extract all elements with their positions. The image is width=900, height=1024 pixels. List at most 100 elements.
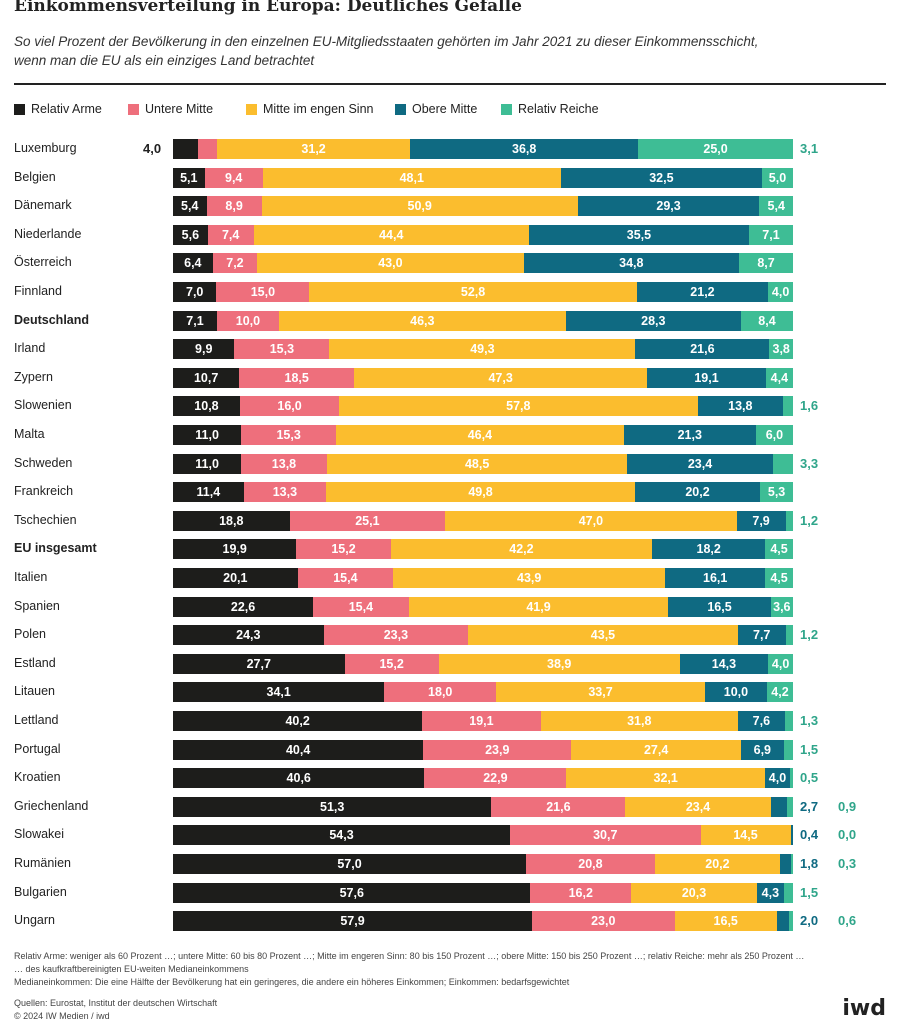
data-label: 10,0: [235, 313, 261, 328]
category-label: Tschechien: [14, 512, 77, 527]
data-label: 32,1: [653, 771, 678, 786]
subtitle-line: wenn man die EU als ein einziges Land be…: [14, 53, 315, 68]
data-label: 4,0: [143, 141, 162, 156]
data-label: 10,7: [193, 370, 219, 385]
legend-label: Relativ Arme: [31, 102, 102, 116]
bar-segment: [772, 453, 793, 474]
bar-segment: [636, 282, 769, 302]
data-label: 50,9: [407, 199, 432, 214]
bar-segment: [239, 396, 340, 417]
data-label: 0,5: [800, 770, 819, 786]
data-label: 13,3: [272, 485, 298, 500]
bar-segment: [393, 568, 666, 588]
data-label: 15,3: [276, 428, 301, 442]
data-label: 3,1: [800, 141, 819, 156]
data-label: 7,7: [752, 628, 771, 643]
data-label: 9,4: [224, 170, 243, 185]
bar-segment: [173, 711, 423, 731]
data-label: 32,5: [649, 170, 674, 185]
data-label: 6,0: [765, 428, 784, 442]
data-label: 0,4: [800, 827, 819, 843]
data-label: 54,3: [329, 828, 354, 843]
data-label: 21,3: [677, 428, 702, 442]
bar-segment: [785, 510, 793, 531]
bar-segment: [197, 139, 217, 159]
data-label: 11,0: [195, 456, 219, 471]
data-label: 10,0: [723, 685, 749, 700]
bar-segment: [765, 768, 790, 789]
data-label: 3,3: [800, 455, 819, 471]
data-label: 19,1: [694, 370, 719, 385]
data-label: 1,8: [800, 856, 819, 871]
bar-segment: [204, 167, 263, 188]
bar-segment: [207, 224, 254, 245]
data-label: 11,4: [196, 485, 221, 500]
data-label: 0,6: [838, 913, 857, 929]
data-label: 22,6: [230, 599, 256, 614]
bar-segment: [173, 625, 324, 646]
data-label: 18,2: [696, 542, 721, 557]
bar-segment: [638, 139, 793, 159]
bar-segment: [173, 482, 244, 503]
bar-segment: [787, 796, 793, 817]
bar-segment: [206, 196, 262, 217]
bar-segment: [530, 882, 631, 903]
data-label: 20,2: [685, 485, 710, 500]
bar-segment: [623, 425, 756, 445]
bar-segment: [531, 911, 675, 932]
bar-segment: [173, 653, 345, 674]
data-label: 8,7: [757, 256, 775, 271]
title-divider: [14, 83, 886, 85]
bar-segment: [241, 453, 327, 474]
legend-label: Obere Mitte: [412, 102, 478, 116]
category-label: Bulgarien: [14, 884, 67, 899]
category-label: Italien: [14, 570, 48, 584]
data-label: 16,5: [707, 599, 732, 614]
data-label: 8,9: [225, 199, 243, 214]
bar-segment: [424, 768, 567, 789]
data-label: 49,3: [470, 342, 495, 357]
category-label: Rumänien: [14, 856, 71, 870]
bar-segment: [408, 596, 669, 617]
data-label: 5,3: [767, 485, 786, 500]
category-label: Slowenien: [14, 398, 72, 413]
data-label: 5,1: [180, 170, 198, 185]
data-label: 20,1: [223, 571, 248, 585]
bar-segment: [173, 568, 298, 588]
bar-segment: [241, 425, 337, 445]
bar-segment: [173, 367, 240, 388]
data-label: 4,4: [770, 370, 789, 385]
bar-segment: [791, 854, 793, 874]
bar-segment: [491, 796, 626, 817]
data-label: 1,5: [800, 884, 819, 900]
data-label: 23,4: [687, 456, 713, 471]
data-label: 51,3: [320, 799, 345, 814]
data-label: 33,7: [588, 685, 613, 700]
legend-swatch: [246, 104, 257, 115]
data-label: 57,9: [340, 914, 365, 929]
data-label: 31,8: [627, 714, 652, 728]
bar-segment: [560, 167, 763, 188]
bar-segment: [173, 253, 213, 274]
bar-segment: [173, 282, 217, 302]
bar-segment: [540, 711, 738, 731]
bar-segment: [625, 796, 771, 817]
data-label: 38,9: [547, 656, 572, 671]
bar-segment: [216, 139, 411, 159]
data-label: 23,4: [685, 799, 711, 814]
footnote-line: Medianeinkommen: Die eine Hälfte der Bev…: [14, 977, 570, 987]
data-label: 57,8: [506, 399, 531, 414]
data-label: 3,8: [772, 342, 790, 357]
bar-segment: [762, 167, 793, 188]
bar-segment: [765, 539, 793, 560]
data-label: 6,9: [753, 742, 772, 757]
bar-segment: [755, 425, 793, 445]
data-label: 41,9: [526, 599, 551, 614]
bar-segment: [509, 825, 701, 846]
bar-segment: [765, 568, 793, 588]
data-label: 20,2: [705, 857, 730, 871]
data-label: 42,2: [509, 542, 534, 557]
data-label: 9,9: [195, 342, 213, 357]
data-label: 46,3: [410, 313, 435, 328]
data-label: 4,5: [770, 542, 788, 557]
